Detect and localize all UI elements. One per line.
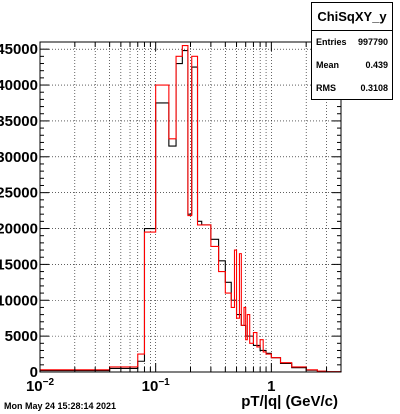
stats-box: ChiSqXY_y Entries 997790 Mean 0.439 RMS … — [311, 2, 393, 100]
footer-timestamp: Mon May 24 15:28:14 2021 — [4, 401, 117, 411]
y-tick-label: 40000 — [0, 77, 38, 94]
stats-label: Entries — [316, 37, 347, 47]
stats-row-mean: Mean 0.439 — [312, 54, 392, 77]
y-tick-label: 35000 — [0, 113, 38, 130]
y-tick-label: 0 — [30, 364, 38, 381]
x-tick-label: 10−1 — [142, 377, 171, 395]
stats-value: 997790 — [357, 37, 388, 47]
stats-row-entries: Entries 997790 — [312, 31, 392, 54]
y-tick-label: 45000 — [0, 41, 38, 58]
stats-label: Mean — [316, 60, 340, 70]
y-tick-label: 5000 — [5, 328, 38, 345]
histogram-series — [39, 45, 342, 373]
stats-row-rms: RMS 0.3108 — [312, 77, 392, 100]
stats-label: RMS — [316, 83, 336, 93]
stats-value: 0.439 — [365, 60, 388, 70]
axis-tick-labels: 0 5000 10000 15000 20000 25000 30000 35000 40000… — [0, 41, 276, 395]
y-tick-label: 30000 — [0, 149, 38, 166]
stats-title: ChiSqXY_y — [312, 3, 392, 31]
histogram-series-2 — [39, 45, 342, 373]
y-tick-label: 20000 — [0, 221, 38, 238]
grid-lines — [40, 42, 341, 372]
x-tick-label: 10−2 — [26, 377, 55, 395]
y-tick-label: 10000 — [0, 292, 38, 309]
x-tick-label: 1 — [267, 378, 275, 395]
y-tick-label: 25000 — [0, 185, 38, 202]
stats-value: 0.3108 — [360, 83, 388, 93]
x-axis-title: pT/|q| (GeV/c) — [241, 393, 338, 410]
histogram-series-1 — [39, 50, 342, 373]
y-tick-label: 15000 — [0, 256, 38, 273]
